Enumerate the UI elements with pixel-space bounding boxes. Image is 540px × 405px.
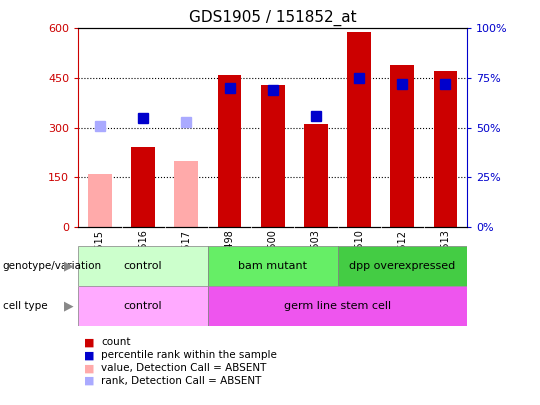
Bar	[347, 32, 371, 227]
Text: percentile rank within the sample: percentile rank within the sample	[101, 350, 277, 360]
Text: genotype/variation: genotype/variation	[3, 261, 102, 271]
Bar	[338, 246, 467, 286]
Text: ■: ■	[84, 350, 94, 360]
Text: control: control	[124, 261, 163, 271]
Bar	[390, 65, 414, 227]
Bar	[208, 246, 338, 286]
Text: rank, Detection Call = ABSENT: rank, Detection Call = ABSENT	[101, 376, 261, 386]
Bar	[174, 161, 198, 227]
Text: ■: ■	[84, 363, 94, 373]
Text: ■: ■	[84, 337, 94, 347]
Bar	[261, 85, 285, 227]
Text: ■: ■	[84, 376, 94, 386]
Title: GDS1905 / 151852_at: GDS1905 / 151852_at	[189, 9, 356, 26]
Bar	[208, 286, 467, 326]
Text: germ line stem cell: germ line stem cell	[284, 301, 391, 311]
Bar	[304, 124, 328, 227]
Text: control: control	[124, 301, 163, 311]
Text: value, Detection Call = ABSENT: value, Detection Call = ABSENT	[101, 363, 266, 373]
Bar	[131, 147, 155, 227]
Text: ▶: ▶	[64, 259, 74, 272]
Text: ▶: ▶	[64, 300, 74, 313]
Bar	[78, 246, 208, 286]
Bar	[88, 174, 112, 227]
Text: bam mutant: bam mutant	[238, 261, 307, 271]
Text: dpp overexpressed: dpp overexpressed	[349, 261, 455, 271]
Bar	[78, 286, 208, 326]
Bar	[218, 75, 241, 227]
Bar	[434, 71, 457, 227]
Text: cell type: cell type	[3, 301, 48, 311]
Text: count: count	[101, 337, 131, 347]
